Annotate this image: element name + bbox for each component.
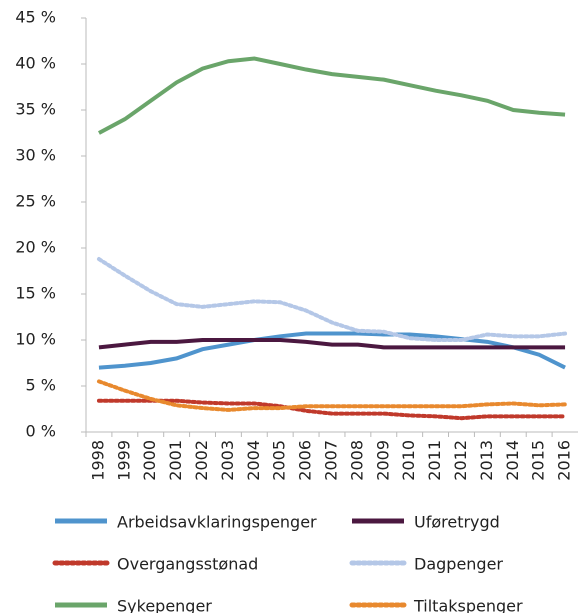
y-tick-label: 45 % bbox=[15, 8, 56, 27]
x-tick-label: 2002 bbox=[192, 440, 211, 481]
x-tick-label: 2000 bbox=[140, 440, 159, 481]
line-series bbox=[96, 398, 568, 421]
line-series bbox=[98, 331, 566, 370]
x-tick-label: 2003 bbox=[218, 440, 237, 481]
y-tick-label: 10 % bbox=[15, 330, 56, 349]
legend-label: Dagpenger bbox=[414, 555, 503, 574]
x-tick-label: 2014 bbox=[503, 440, 522, 481]
line-series bbox=[96, 257, 568, 342]
y-tick-label: 40 % bbox=[15, 54, 56, 73]
y-tick-label: 30 % bbox=[15, 146, 56, 165]
x-tick-label: 2009 bbox=[373, 440, 392, 481]
y-tick-label: 20 % bbox=[15, 238, 56, 257]
x-tick-label: 2004 bbox=[244, 440, 263, 481]
y-tick-label: 35 % bbox=[15, 100, 56, 119]
x-tick-label: 2015 bbox=[529, 440, 548, 481]
y-tick-label: 5 % bbox=[26, 376, 56, 395]
legend-label: Arbeidsavklaringspenger bbox=[117, 513, 317, 532]
line-series bbox=[98, 338, 566, 350]
x-tick-label: 2010 bbox=[399, 440, 418, 481]
y-tick-label: 25 % bbox=[15, 192, 56, 211]
y-tick-label: 0 % bbox=[26, 422, 56, 441]
x-tick-label: 1998 bbox=[88, 440, 107, 481]
x-tick-label: 2006 bbox=[296, 440, 315, 481]
x-tick-label: 2008 bbox=[347, 440, 366, 481]
legend-label: Overgangsstønad bbox=[117, 555, 258, 574]
x-tick-label: 2001 bbox=[166, 440, 185, 481]
x-tick-label: 2013 bbox=[477, 440, 496, 481]
legend-label: Sykepenger bbox=[117, 597, 212, 613]
x-tick-label: 2011 bbox=[425, 440, 444, 481]
legend-label: Tiltakspenger bbox=[413, 597, 523, 613]
x-tick-label: 2007 bbox=[322, 440, 341, 481]
y-tick-label: 15 % bbox=[15, 284, 56, 303]
x-tick-label: 2012 bbox=[451, 440, 470, 481]
x-tick-label: 2005 bbox=[270, 440, 289, 481]
x-tick-label: 2016 bbox=[555, 440, 574, 481]
line-series bbox=[96, 379, 568, 412]
x-tick-label: 1999 bbox=[114, 440, 133, 481]
line-series bbox=[98, 56, 566, 135]
legend-label: Uføretrygd bbox=[414, 513, 500, 532]
